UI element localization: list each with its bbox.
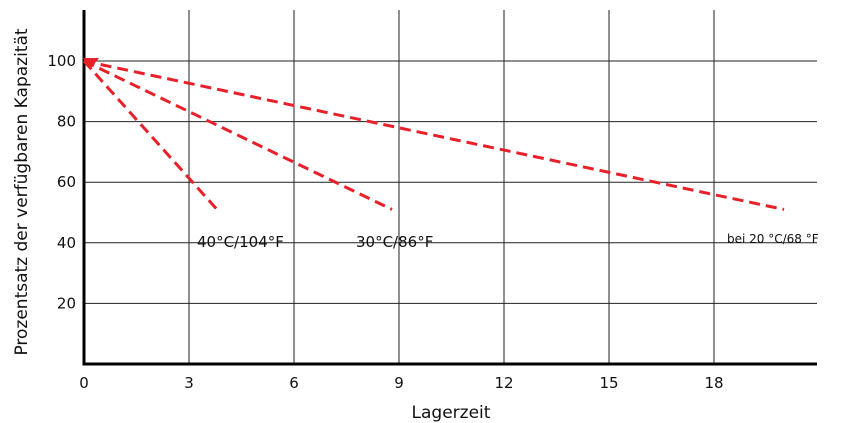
x-tick-label: 12 (494, 374, 513, 392)
series-label: 40°C/104°F (197, 233, 284, 251)
x-tick-label: 9 (394, 374, 404, 392)
data-series: 40°C/104°F 30°C/86°F bei 20 °C/68 °F (82, 58, 819, 251)
series-line (82, 59, 219, 211)
x-tick-label: 3 (184, 374, 194, 392)
axes (82, 10, 817, 366)
tick-labels: 0 3 6 9 12 15 18 20 40 60 80 100 (47, 52, 723, 392)
series-label: 30°C/86°F (356, 233, 433, 251)
y-tick-label: 20 (57, 294, 76, 312)
x-tick-label: 15 (599, 374, 618, 392)
y-tick-label: 80 (57, 113, 76, 131)
series-line (83, 59, 785, 211)
y-axis-title: Prozentsatz der verfügbaren Kapazität (12, 28, 32, 355)
x-tick-label: 18 (704, 374, 723, 392)
x-axis-title: Lagerzeit (412, 403, 491, 423)
start-marker (83, 58, 99, 68)
y-tick-label: 60 (57, 173, 76, 191)
series-label: bei 20 °C/68 °F (727, 232, 819, 246)
x-tick-label: 0 (79, 374, 89, 392)
y-tick-label: 40 (57, 234, 76, 252)
grid-lines (84, 10, 817, 364)
series-line (83, 59, 393, 211)
y-tick-label: 100 (47, 52, 76, 70)
x-tick-label: 6 (289, 374, 299, 392)
